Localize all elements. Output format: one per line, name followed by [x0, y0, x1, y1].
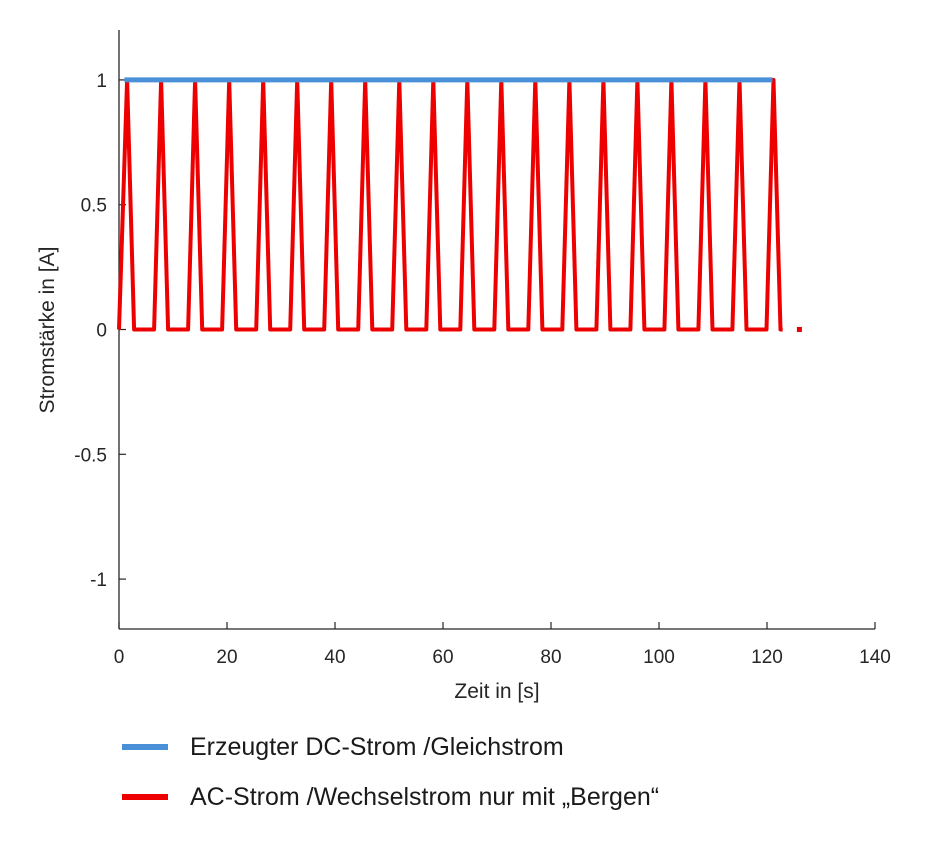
- legend-swatch-dc: [122, 744, 168, 750]
- x-tick-label: 80: [540, 647, 561, 668]
- legend-item-dc: Erzeugter DC-Strom /Gleichstrom: [122, 722, 659, 772]
- x-tick-label: 40: [324, 647, 345, 668]
- y-tick-label: -1: [90, 570, 107, 591]
- x-tick-label: 120: [751, 647, 783, 668]
- y-tick-label: 0.5: [81, 196, 107, 217]
- legend: Erzeugter DC-Strom /Gleichstrom AC-Strom…: [122, 722, 659, 822]
- x-tick-label: 60: [432, 647, 453, 668]
- legend-label-ac: AC-Strom /Wechselstrom nur mit „Bergen“: [190, 782, 660, 811]
- series-layer: [117, 77, 802, 332]
- x-tick-label: 0: [114, 647, 125, 668]
- y-tick-label: 1: [96, 71, 107, 92]
- legend-item-ac: AC-Strom /Wechselstrom nur mit „Bergen“: [122, 772, 659, 822]
- x-tick-label: 20: [216, 647, 237, 668]
- legend-swatch-ac: [122, 794, 168, 800]
- x-tick-label: 140: [859, 647, 891, 668]
- x-tick-label: 100: [643, 647, 675, 668]
- series-point-ac: [796, 327, 802, 332]
- y-tick-label: -0.5: [74, 445, 107, 466]
- legend-label-dc: Erzeugter DC-Strom /Gleichstrom: [190, 732, 564, 761]
- y-tick-label: 0: [96, 321, 107, 342]
- y-axis-label: Stromstärke in [A]: [36, 247, 59, 414]
- line-chart: 0 20 40 60 80 100 120 140 1 0.5 0 -0.5 -1 Zeit in [s…: [36, 30, 891, 703]
- x-axis-label: Zeit in [s]: [454, 680, 539, 703]
- series-line-ac: [117, 77, 783, 332]
